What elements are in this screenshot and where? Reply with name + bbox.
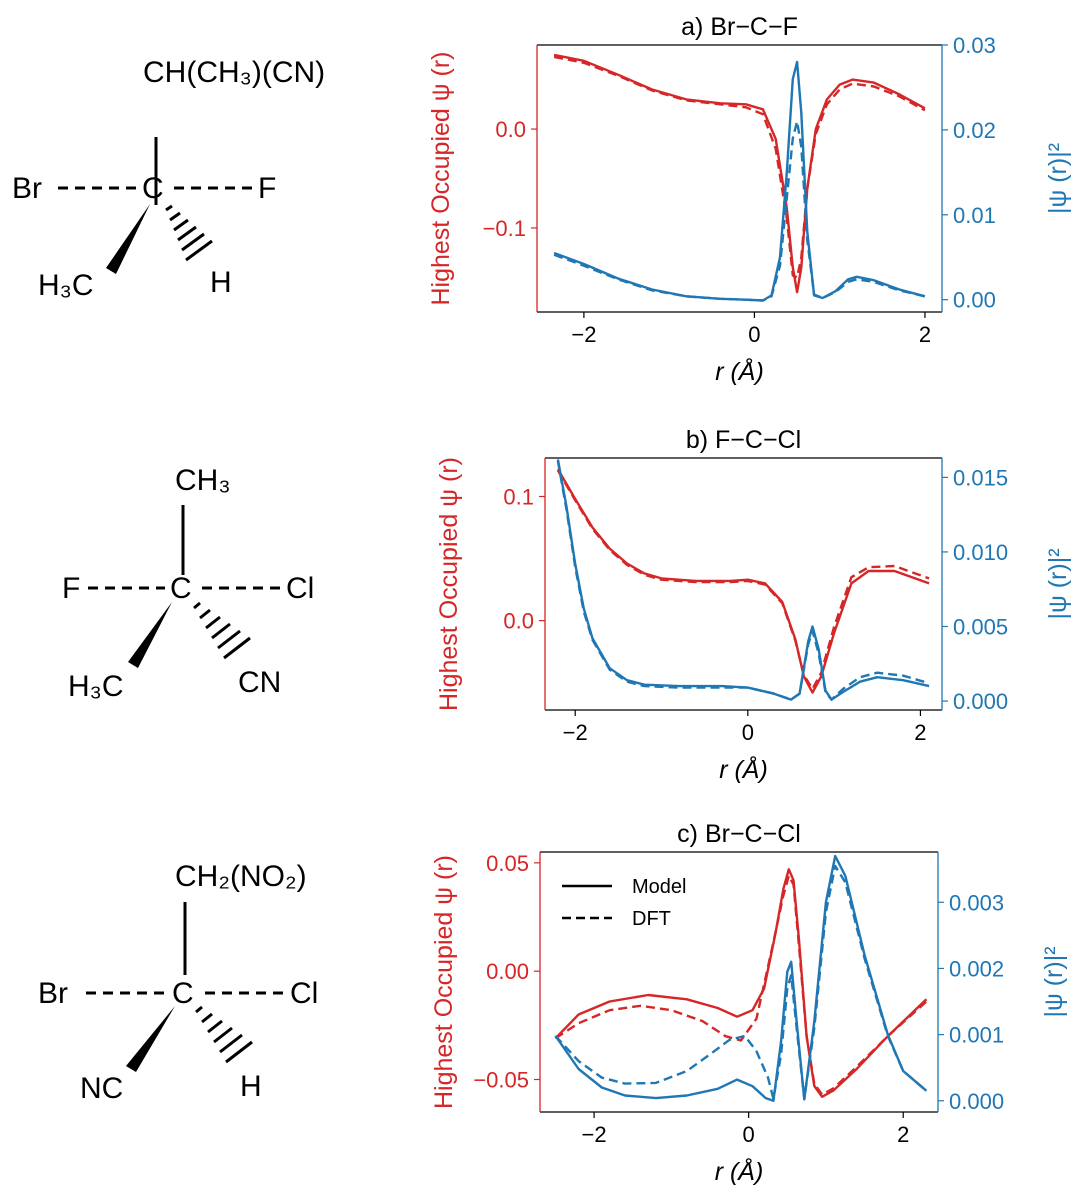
mol-a-top: CH(CH₃)(CN) <box>143 56 325 89</box>
chart-panel-1: −2 0 2 0.1 0.0 0.000 0.005 0.010 0.015 b) F−C−Cl r… <box>435 426 1072 784</box>
left-tick-label: −0.05 <box>473 1068 529 1093</box>
right-tick-label: 0.02 <box>953 118 996 143</box>
y-axis-label-left: Highest Occupied ψ (r) <box>435 457 463 711</box>
legend-solid-label: Model <box>632 876 686 898</box>
right-tick-label: 0.002 <box>949 956 1004 981</box>
x-tick-label: 2 <box>897 1122 909 1147</box>
legend-dashed-label: DFT <box>632 908 671 930</box>
series-left-dft-line <box>553 55 926 279</box>
y-axis-label-right: |ψ (r)|² <box>1040 946 1068 1017</box>
mol-b-right: Cl <box>286 572 314 605</box>
mol-c-center: C <box>172 977 194 1010</box>
right-tick-label: 0.00 <box>953 288 996 313</box>
right-tick-label: 0.005 <box>953 614 1008 639</box>
right-tick-label: 0.000 <box>949 1089 1004 1114</box>
series-right-model-line <box>553 60 926 302</box>
x-tick-label: 0 <box>743 1122 755 1147</box>
molecule-a-drawing: CH(CH₃)(CN) C Br F H₃C H <box>12 56 325 302</box>
y-axis-label-right: |ψ (r)|² <box>1044 143 1072 214</box>
series-left-model-line <box>556 468 930 694</box>
left-tick-label: 0.00 <box>486 959 529 984</box>
mol-b-hash: CN <box>238 666 281 699</box>
x-tick-label: −2 <box>582 1122 607 1147</box>
x-tick-label: −2 <box>571 322 596 347</box>
series-left-dft-line <box>554 874 928 1096</box>
left-tick-label: 0.0 <box>503 609 534 634</box>
right-tick-label: 0.010 <box>953 540 1008 565</box>
mol-c-right: Cl <box>290 977 318 1010</box>
right-tick-label: 0.003 <box>949 890 1004 915</box>
mol-a-center: C <box>142 172 164 205</box>
series-left-dft-line <box>556 469 930 691</box>
mol-a-right: F <box>258 172 276 205</box>
y-axis-label-right: |ψ (r)|² <box>1044 548 1072 619</box>
molecule-c: CH₂(NO₂) C Br Cl NC H <box>0 840 400 1170</box>
y-axis-label-left: Highest Occupied ψ (r) <box>427 51 455 305</box>
right-tick-label: 0.015 <box>953 465 1008 490</box>
mol-b-center: C <box>170 572 192 605</box>
mol-b-top: CH₃ <box>175 464 231 497</box>
x-tick-label: 2 <box>914 720 926 745</box>
x-axis-label: r (Å) <box>715 1156 764 1186</box>
series-left-model-line <box>554 868 928 1098</box>
molecule-b-drawing: CH₃ C F Cl H₃C CN <box>62 464 314 703</box>
x-axis-label: r (Å) <box>719 754 768 784</box>
series-right-dft-line <box>553 120 926 302</box>
mol-a-left: Br <box>12 172 42 205</box>
chart-title: b) F−C−Cl <box>686 426 801 454</box>
right-tick-label: 0.01 <box>953 203 996 228</box>
x-tick-label: 0 <box>748 322 760 347</box>
mol-b-left: F <box>62 572 80 605</box>
right-tick-label: 0.000 <box>953 689 1008 714</box>
y-axis-label-left: Highest Occupied ψ (r) <box>430 855 458 1109</box>
mol-c-wedge: NC <box>80 1072 123 1105</box>
mol-c-left: Br <box>38 977 68 1010</box>
mol-a-wedge: H₃C <box>38 269 94 302</box>
chart-title: a) Br−C−F <box>681 13 798 41</box>
left-tick-label: 0.05 <box>486 851 529 876</box>
left-tick-label: 0.0 <box>495 117 526 142</box>
molecule-b: CH₃ C F Cl H₃C CN <box>0 440 400 770</box>
chart-panel-2: −2 0 2 0.05 0.00 −0.05 0.000 0.001 0.002 0.003 c) … <box>430 820 1068 1186</box>
x-tick-label: 0 <box>742 720 754 745</box>
chart-panel-0: −2 0 2 0.0 −0.1 0.00 0.01 0.02 0.03 a) Br−C−F r (Å… <box>427 13 1072 386</box>
left-tick-label: −0.1 <box>483 216 526 241</box>
series-right-dft-line <box>556 460 930 701</box>
x-tick-label: 2 <box>919 322 931 347</box>
x-tick-label: −2 <box>563 720 588 745</box>
molecule-a: CH(CH₃)(CN) C Br F H₃C H <box>0 40 400 370</box>
molecule-c-drawing: CH₂(NO₂) C Br Cl NC H <box>38 860 318 1105</box>
mol-c-top: CH₂(NO₂) <box>175 860 307 893</box>
mol-b-wedge: H₃C <box>68 670 124 703</box>
chart-title: c) Br−C−Cl <box>677 820 801 848</box>
mol-c-hash: H <box>240 1070 262 1103</box>
series-left-model-line <box>553 53 926 294</box>
mol-a-hash: H <box>210 266 232 299</box>
x-axis-label: r (Å) <box>715 356 764 386</box>
left-tick-label: 0.1 <box>503 484 534 509</box>
series-right-dft-line <box>554 864 928 1100</box>
series-right-model-line <box>554 854 928 1102</box>
right-tick-label: 0.001 <box>949 1023 1004 1048</box>
right-tick-label: 0.03 <box>953 33 996 58</box>
